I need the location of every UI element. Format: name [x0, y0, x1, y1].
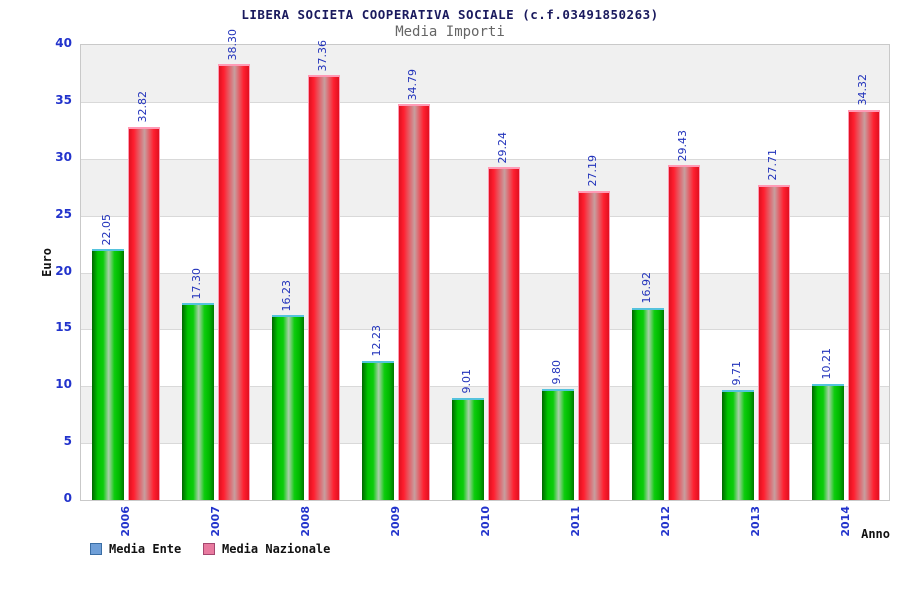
bar-media-ente-2008: [272, 315, 304, 500]
gridline: [81, 158, 889, 160]
bar-value-label: 34.79: [406, 68, 419, 101]
bar-value-label: 29.24: [496, 131, 509, 164]
bar-media-nazionale-2010: [488, 167, 520, 500]
bar-value-label: 37.36: [316, 39, 329, 72]
plot-band: [81, 45, 889, 102]
legend-item-media-nazionale: Media Nazionale: [203, 542, 330, 556]
bar-media-nazionale-2014: [848, 109, 880, 500]
bar-value-label: 10.21: [820, 348, 833, 380]
plot-band: [81, 386, 889, 444]
legend-swatch: [203, 543, 215, 555]
bar-media-nazionale-2008: [308, 75, 340, 500]
bar-media-ente-2007: [182, 303, 214, 500]
y-tick-label: 25: [55, 206, 72, 221]
plot-band: [81, 215, 889, 273]
gridline: [81, 272, 889, 274]
bar-value-label: 27.19: [586, 155, 599, 187]
bar-value-label: 9.80: [550, 360, 563, 385]
x-tick-label-2011: 2011: [569, 506, 582, 537]
gridline: [81, 101, 889, 103]
bar-media-ente-2013: [722, 389, 754, 500]
plot-band: [81, 158, 889, 216]
bar-value-label: 9.71: [730, 361, 743, 386]
y-axis-title: Euro: [40, 248, 54, 277]
bar-media-ente-2010: [452, 397, 484, 500]
gridline: [81, 386, 889, 388]
y-tick-label: 0: [63, 491, 72, 505]
y-tick-label: 40: [55, 36, 72, 50]
legend-label: Media Ente: [109, 542, 182, 556]
bar-media-ente-2014: [812, 383, 844, 500]
bar-media-ente-2009: [362, 360, 394, 500]
y-tick-label: 5: [63, 434, 72, 449]
chart-subtitle: Media Importi: [395, 24, 505, 40]
bar-value-label: 34.32: [856, 74, 869, 106]
bar-value-label: 22.05: [100, 213, 113, 246]
bar-value-label: 32.82: [136, 91, 149, 123]
bar-media-ente-2011: [542, 388, 574, 500]
legend-swatch: [90, 543, 102, 555]
bar-media-nazionale-2011: [578, 190, 610, 500]
plot-band: [81, 329, 889, 387]
legend-label: Media Nazionale: [222, 542, 331, 556]
bar-media-nazionale-2012: [668, 165, 700, 500]
gridline: [81, 215, 889, 217]
bar-value-label: 38.30: [226, 28, 239, 61]
x-tick-label-2010: 2010: [479, 506, 492, 537]
x-tick-label-2008: 2008: [299, 506, 312, 537]
x-tick-label-2014: 2014: [839, 506, 852, 537]
gridline: [81, 329, 889, 331]
x-tick-label-2012: 2012: [659, 506, 672, 537]
plot-band: [81, 101, 889, 159]
bar-media-nazionale-2013: [758, 184, 790, 500]
plot-band: [81, 272, 889, 330]
plot-area: 22.05 32.82 17.30 38.30 16.23 37.36 12.23 34.79…: [80, 29, 890, 501]
bar-value-label: 16.23: [280, 279, 293, 312]
y-tick-label: 15: [55, 320, 72, 335]
gridline: [81, 443, 889, 445]
y-tick-label: 20: [55, 263, 72, 278]
bar-value-label: 16.92: [640, 272, 653, 304]
bar-media-nazionale-2009: [398, 104, 430, 500]
y-tick-label: 10: [55, 377, 72, 392]
x-tick-label-2007: 2007: [209, 506, 222, 537]
bar-media-nazionale-2006: [128, 126, 160, 500]
y-tick-label: 35: [55, 92, 72, 107]
legend-item-media-ente: Media Ente: [90, 542, 181, 556]
bar-value-label: 12.23: [370, 325, 383, 357]
chart-title: LIBERA SOCIETA COOPERATIVA SOCIALE (c.f.…: [241, 7, 659, 22]
bar-media-nazionale-2007: [218, 64, 250, 500]
x-tick-label-2009: 2009: [389, 506, 402, 537]
bar-value-label: 29.43: [676, 129, 689, 162]
bar-value-label: 17.30: [190, 267, 203, 300]
y-tick-label: 30: [55, 149, 72, 164]
bar-media-ente-2006: [92, 249, 124, 500]
bar-value-label: 9.01: [460, 369, 473, 394]
x-axis-title: Anno: [861, 527, 890, 541]
x-tick-label-2013: 2013: [749, 506, 762, 537]
plot-band: [81, 443, 889, 500]
bar-media-ente-2012: [632, 307, 664, 500]
x-tick-label-2006: 2006: [119, 506, 132, 537]
bar-value-label: 27.71: [766, 149, 779, 181]
